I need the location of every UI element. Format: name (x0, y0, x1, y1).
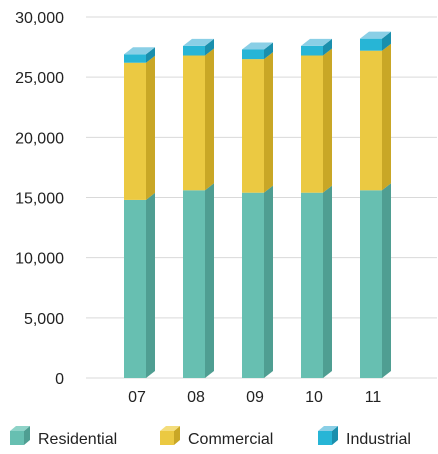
bar-residential-10-side (323, 185, 332, 378)
bar-group-08 (183, 38, 214, 378)
legend-label: Commercial (188, 431, 273, 448)
bar-commercial-09-side (264, 52, 273, 193)
bar-industrial-10 (301, 45, 323, 56)
bar-residential-11-side (382, 183, 391, 378)
legend-item-residential: Residential (10, 426, 117, 448)
bar-residential-08 (183, 190, 205, 378)
y-tick-label: 5,000 (24, 311, 64, 328)
x-tick-label: 11 (365, 389, 382, 406)
bar-group-10 (301, 38, 332, 378)
bar-commercial-11-side (382, 43, 391, 191)
bar-top-07 (124, 47, 155, 55)
legend-label: Industrial (346, 431, 411, 448)
bar-commercial-08 (183, 55, 205, 191)
bar-industrial-11-side (382, 31, 391, 51)
bar-top-09 (242, 42, 273, 50)
bar-residential-10 (301, 192, 323, 378)
bars (124, 31, 391, 378)
bar-residential-09-side (264, 185, 273, 378)
bar-residential-07 (124, 199, 146, 378)
bar-residential-11 (360, 190, 382, 378)
x-tick-label: 08 (187, 389, 205, 406)
bar-commercial-10 (301, 55, 323, 193)
bar-commercial-09 (242, 59, 264, 193)
y-axis: 0 5,000 10,000 15,000 20,000 25,000 30,000 (15, 10, 64, 388)
bar-industrial-08-side (205, 38, 214, 56)
legend-item-commercial: Commercial (160, 426, 273, 448)
bar-industrial-08 (183, 45, 205, 56)
y-tick-label: 30,000 (15, 10, 64, 27)
legend-swatch (10, 426, 30, 445)
x-tick-label: 10 (305, 389, 323, 406)
bar-industrial-07-side (146, 47, 155, 63)
bar-commercial-10-side (323, 48, 332, 193)
y-tick-label: 0 (55, 371, 64, 388)
bar-top-08 (183, 38, 214, 46)
bar-top-10 (301, 38, 332, 46)
bar-commercial-08-side (205, 48, 214, 191)
x-axis: 07 08 09 10 11 (128, 389, 381, 406)
bar-group-11 (360, 31, 391, 378)
bar-group-09 (242, 42, 273, 378)
legend-item-industrial: Industrial (318, 426, 411, 448)
bar-industrial-07 (124, 54, 146, 63)
bar-industrial-11 (360, 38, 382, 51)
y-tick-label: 15,000 (15, 191, 64, 208)
bar-residential-09 (242, 192, 264, 378)
bar-industrial-09-side (264, 42, 273, 60)
x-tick-label: 09 (246, 389, 264, 406)
legend: Residential Commercial Industrial (10, 426, 411, 448)
y-tick-label: 25,000 (15, 70, 64, 87)
bar-top-11 (360, 31, 391, 39)
bar-industrial-09 (242, 49, 264, 60)
legend-label: Residential (38, 431, 117, 448)
bar-industrial-10-side (323, 38, 332, 56)
bar-group-07 (124, 47, 155, 378)
bar-commercial-07 (124, 62, 146, 200)
legend-swatch (318, 426, 338, 445)
y-tick-label: 20,000 (15, 130, 64, 147)
bar-residential-07-side (146, 192, 155, 378)
x-tick-label: 07 (128, 389, 146, 406)
legend-swatch (160, 426, 180, 445)
bar-commercial-07-side (146, 55, 155, 200)
y-tick-label: 10,000 (15, 251, 64, 268)
bar-residential-08-side (205, 183, 214, 378)
bar-commercial-11 (360, 50, 382, 191)
